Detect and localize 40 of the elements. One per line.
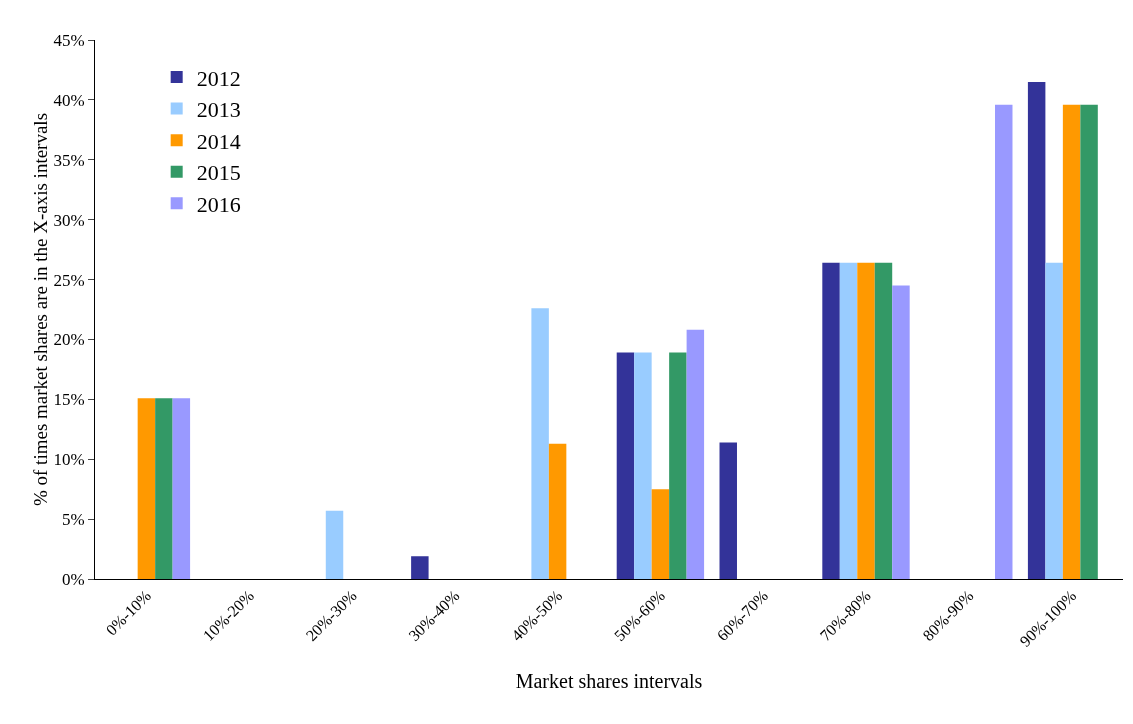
legend-label: 2016: [196, 191, 241, 217]
y-tick-label: 15%: [53, 390, 85, 410]
bar: [1062, 104, 1081, 579]
bar: [874, 262, 893, 579]
bar: [155, 398, 173, 579]
legend-label: 2013: [196, 97, 241, 123]
y-tick-label: 0%: [61, 569, 85, 589]
bar: [651, 489, 670, 579]
bar: [822, 262, 840, 579]
bar: [669, 352, 687, 579]
bar: [892, 285, 910, 579]
y-tick-label: 40%: [53, 90, 85, 110]
bar: [839, 262, 858, 579]
bar: [995, 104, 1013, 579]
y-tick-label: 5%: [61, 510, 85, 530]
bar: [719, 442, 737, 579]
bar: [325, 510, 344, 579]
y-tick-label: 45%: [53, 30, 85, 50]
bar: [634, 352, 652, 579]
y-tick-label: 20%: [53, 330, 85, 350]
y-axis-title: % of times market shares are in the X-axis intervals: [30, 112, 51, 507]
bar: [172, 398, 191, 579]
y-tick-label: 25%: [53, 270, 85, 290]
bar: [1080, 104, 1098, 579]
bar: [1027, 81, 1046, 579]
bar: [857, 262, 875, 579]
x-axis-title: Market shares intervals: [515, 670, 703, 693]
bar: [1045, 262, 1063, 579]
bar: [411, 556, 429, 579]
y-tick-label: 35%: [53, 150, 85, 170]
legend-label: 2012: [196, 65, 241, 91]
bar: [686, 329, 705, 579]
legend-label: 2015: [196, 160, 241, 186]
bar: [616, 352, 635, 579]
bar: [531, 308, 549, 579]
y-tick-label: 10%: [53, 450, 85, 470]
y-tick-label: 30%: [53, 210, 85, 230]
bar: [548, 443, 567, 579]
legend-label: 2014: [196, 128, 241, 154]
bar: [137, 398, 156, 579]
